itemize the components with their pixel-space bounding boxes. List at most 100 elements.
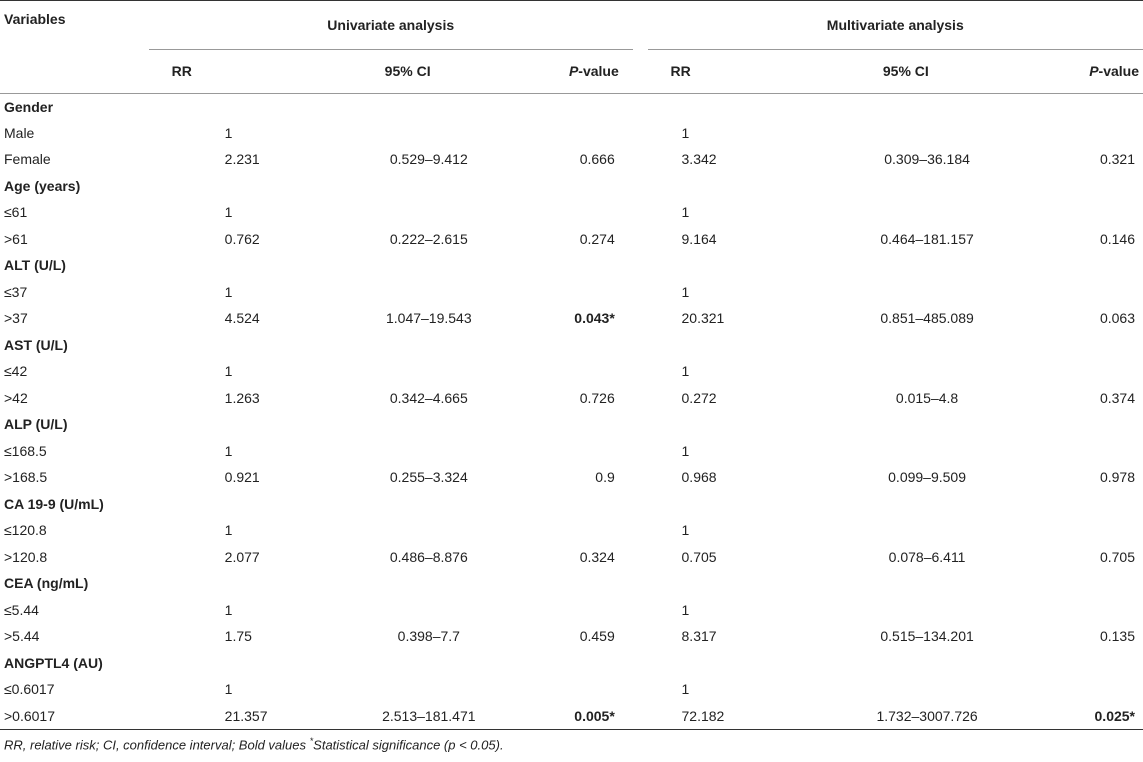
table-row: >61 0.762 0.222–2.615 0.274 9.164 0.464–181.1… <box>0 226 1143 253</box>
multivariate-rr: 1 <box>681 363 690 380</box>
multivariate-rr: 1 <box>681 681 690 698</box>
univariate-pvalue <box>569 199 633 226</box>
multivariate-ci: 0.515–134.201 <box>880 628 974 645</box>
row-label: ≤61 <box>4 204 28 221</box>
row-label: >42 <box>4 389 28 406</box>
column-gap <box>633 305 648 332</box>
row-label: >61 <box>4 230 28 247</box>
univariate-ci: 0.255–3.324 <box>389 469 468 486</box>
section-row: AST (U/L) <box>0 332 1143 359</box>
table-row: ≤42 1 1 <box>0 358 1143 385</box>
table-row: >168.5 0.921 0.255–3.324 0.9 0.968 0.099–9.50… <box>0 464 1143 491</box>
multivariate-ci <box>827 120 1067 147</box>
section-row: ALP (U/L) <box>0 411 1143 438</box>
multivariate-rr: 8.317 <box>681 628 717 645</box>
multivariate-ci: 0.078–6.411 <box>888 548 966 565</box>
univariate-rr: 1 <box>224 601 233 618</box>
column-gap <box>633 517 648 544</box>
header-multivariate: Multivariate analysis <box>647 0 1143 50</box>
multivariate-rr: 9.164 <box>681 230 717 247</box>
multivariate-ci <box>827 438 1067 465</box>
univariate-ci <box>329 358 569 385</box>
section-label: CEA (ng/mL) <box>4 575 89 592</box>
header-univariate-ci: 95% CI <box>328 49 569 94</box>
univariate-ci <box>329 517 569 544</box>
multivariate-ci <box>827 517 1067 544</box>
univariate-pvalue: 0.274 <box>579 230 615 247</box>
table-row: >0.6017 21.357 2.513–181.471 0.005* 72.182 1.… <box>0 702 1143 730</box>
column-gap <box>633 146 648 173</box>
table-body: Gender Male 1 1 Female 2.231 0.529–9.412 0.666 3… <box>0 93 1143 730</box>
multivariate-ci: 1.732–3007.726 <box>826 702 1068 730</box>
multivariate-pvalue: 0.063 <box>1099 310 1135 327</box>
multivariate-ci <box>827 358 1067 385</box>
univariate-rr: 2.077 <box>224 548 260 565</box>
table-row: >37 4.524 1.047–19.543 0.043* 20.321 0.851–48… <box>0 305 1143 332</box>
row-label: >37 <box>4 310 28 327</box>
multivariate-pvalue: 0.135 <box>1099 628 1135 645</box>
row-label: >5.44 <box>4 628 40 645</box>
multivariate-pvalue: 0.025* <box>1067 702 1143 730</box>
row-label: Female <box>4 151 51 168</box>
column-gap <box>633 676 648 703</box>
table-row: Male 1 1 <box>0 120 1143 147</box>
multivariate-rr: 1 <box>681 601 690 618</box>
univariate-pvalue <box>569 279 633 306</box>
multivariate-rr: 1 <box>681 124 690 141</box>
univariate-ci: 0.398–7.7 <box>397 628 460 645</box>
section-label: Age (years) <box>4 177 81 194</box>
multivariate-ci: 0.015–4.8 <box>895 389 959 406</box>
section-label: ANGPTL4 (AU) <box>4 654 103 671</box>
table-row: >120.8 2.077 0.486–8.876 0.324 0.705 0.078–6.… <box>0 544 1143 571</box>
univariate-ci: 0.342–4.665 <box>389 389 468 406</box>
univariate-ci <box>329 199 569 226</box>
table-row: ≤168.5 1 1 <box>0 438 1143 465</box>
univariate-pvalue <box>569 358 633 385</box>
section-label: ALT (U/L) <box>4 257 66 274</box>
multivariate-ci: 0.851–485.089 <box>880 310 974 327</box>
column-gap <box>633 279 648 306</box>
table-row: ≤61 1 1 <box>0 199 1143 226</box>
univariate-rr: 1 <box>224 124 233 141</box>
column-gap <box>633 464 648 491</box>
multivariate-pvalue <box>1067 199 1143 226</box>
row-label: ≤5.44 <box>4 601 39 618</box>
column-gap <box>633 544 648 571</box>
univariate-pvalue <box>569 517 633 544</box>
multivariate-rr: 1 <box>681 522 690 539</box>
section-row: Gender <box>0 93 1143 120</box>
table-row: Female 2.231 0.529–9.412 0.666 3.342 0.309–36… <box>0 146 1143 173</box>
section-label: CA 19-9 (U/mL) <box>4 495 104 512</box>
multivariate-rr: 0.968 <box>681 469 717 486</box>
row-label: ≤0.6017 <box>4 681 55 698</box>
column-gap <box>633 226 648 253</box>
multivariate-ci <box>827 676 1067 703</box>
header-univariate-rr: RR <box>148 49 329 94</box>
multivariate-rr: 1 <box>681 204 690 221</box>
header-univariate: Univariate analysis <box>148 0 633 50</box>
univariate-rr: 1 <box>224 442 233 459</box>
multivariate-pvalue <box>1067 597 1143 624</box>
column-gap <box>633 597 648 624</box>
row-label: ≤120.8 <box>4 522 47 539</box>
column-gap <box>633 358 648 385</box>
univariate-ci <box>329 597 569 624</box>
univariate-pvalue <box>569 597 633 624</box>
multivariate-pvalue <box>1067 358 1143 385</box>
header-multivariate-ci: 95% CI <box>826 49 1068 94</box>
univariate-rr: 0.762 <box>224 230 260 247</box>
multivariate-rr: 3.342 <box>681 151 717 168</box>
multivariate-rr: 72.182 <box>647 702 827 730</box>
section-row: ANGPTL4 (AU) <box>0 650 1143 677</box>
univariate-pvalue: 0.666 <box>579 151 615 168</box>
multivariate-ci: 0.464–181.157 <box>880 230 974 247</box>
section-row: CEA (ng/mL) <box>0 570 1143 597</box>
multivariate-ci: 0.309–36.184 <box>884 151 970 168</box>
univariate-rr: 1 <box>224 283 233 300</box>
multivariate-ci <box>827 199 1067 226</box>
row-label: >0.6017 <box>0 702 149 730</box>
univariate-ci: 0.222–2.615 <box>389 230 468 247</box>
row-label: ≤42 <box>4 363 28 380</box>
header-univariate-pvalue: P-value <box>568 49 633 94</box>
